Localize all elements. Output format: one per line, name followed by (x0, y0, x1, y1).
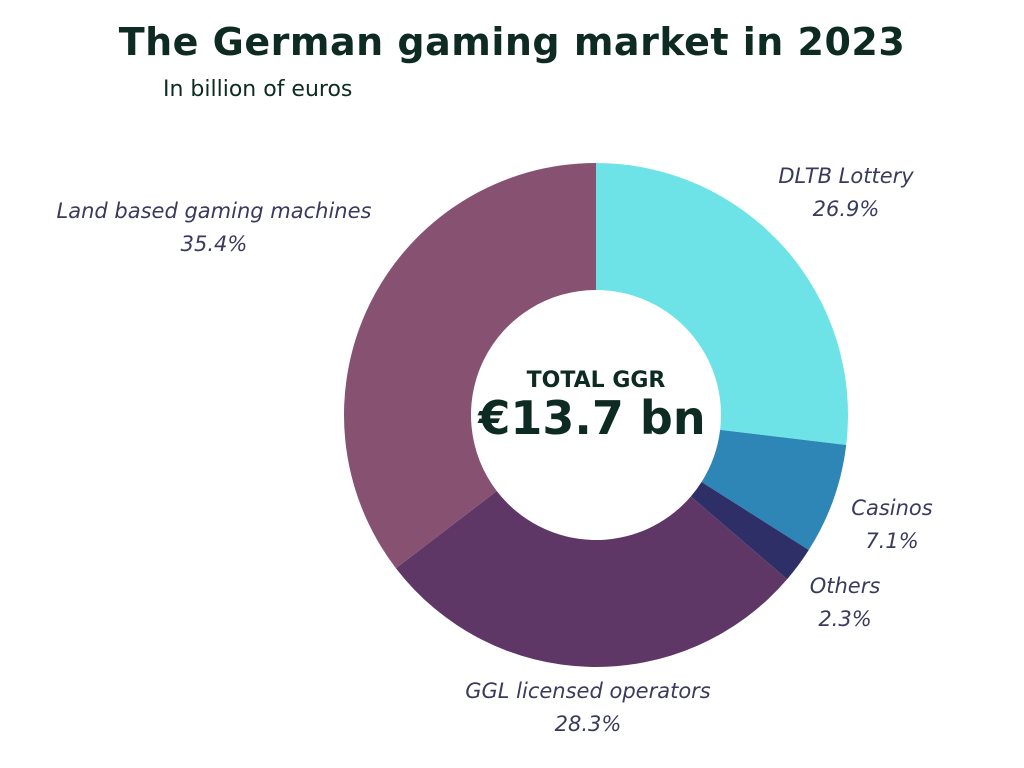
slice-label-casinos: Casinos 7.1% (851, 492, 932, 558)
slice-label-value: 7.1% (865, 529, 919, 553)
slice-label-value: 28.3% (554, 712, 622, 736)
slice-label-ggl-licensed-operators: GGL licensed operators 28.3% (465, 675, 711, 741)
slice-label-dltb-lottery: DLTB Lottery 26.9% (778, 160, 913, 226)
chart-subtitle: In billion of euros (163, 77, 353, 102)
slice-label-name: GGL licensed operators (465, 679, 711, 703)
donut-slice-others (690, 481, 809, 580)
center-label: TOTAL GGR (526, 368, 666, 393)
donut-slice-ggl-licensed-operators (395, 490, 788, 667)
slice-label-name: Others (809, 574, 881, 598)
chart-title: The German gaming market in 2023 (118, 20, 906, 64)
slice-label-value: 35.4% (180, 232, 248, 256)
center-total: €13.7 bn (478, 391, 706, 445)
slice-label-name: Casinos (851, 496, 933, 520)
slice-label-value: 2.3% (818, 607, 872, 631)
slice-label-name: DLTB Lottery (778, 164, 914, 188)
slice-label-others: Others 2.3% (810, 570, 881, 636)
slice-label-name: Land based gaming machines (56, 199, 372, 223)
donut-slice-dltb-lottery (596, 163, 848, 446)
donut-slice-casinos (701, 429, 847, 551)
donut-slice-land-based-gaming-machines (344, 163, 596, 569)
slice-label-value: 26.9% (812, 197, 880, 221)
slice-label-land-based-gaming-machines: Land based gaming machines 35.4% (57, 195, 372, 261)
